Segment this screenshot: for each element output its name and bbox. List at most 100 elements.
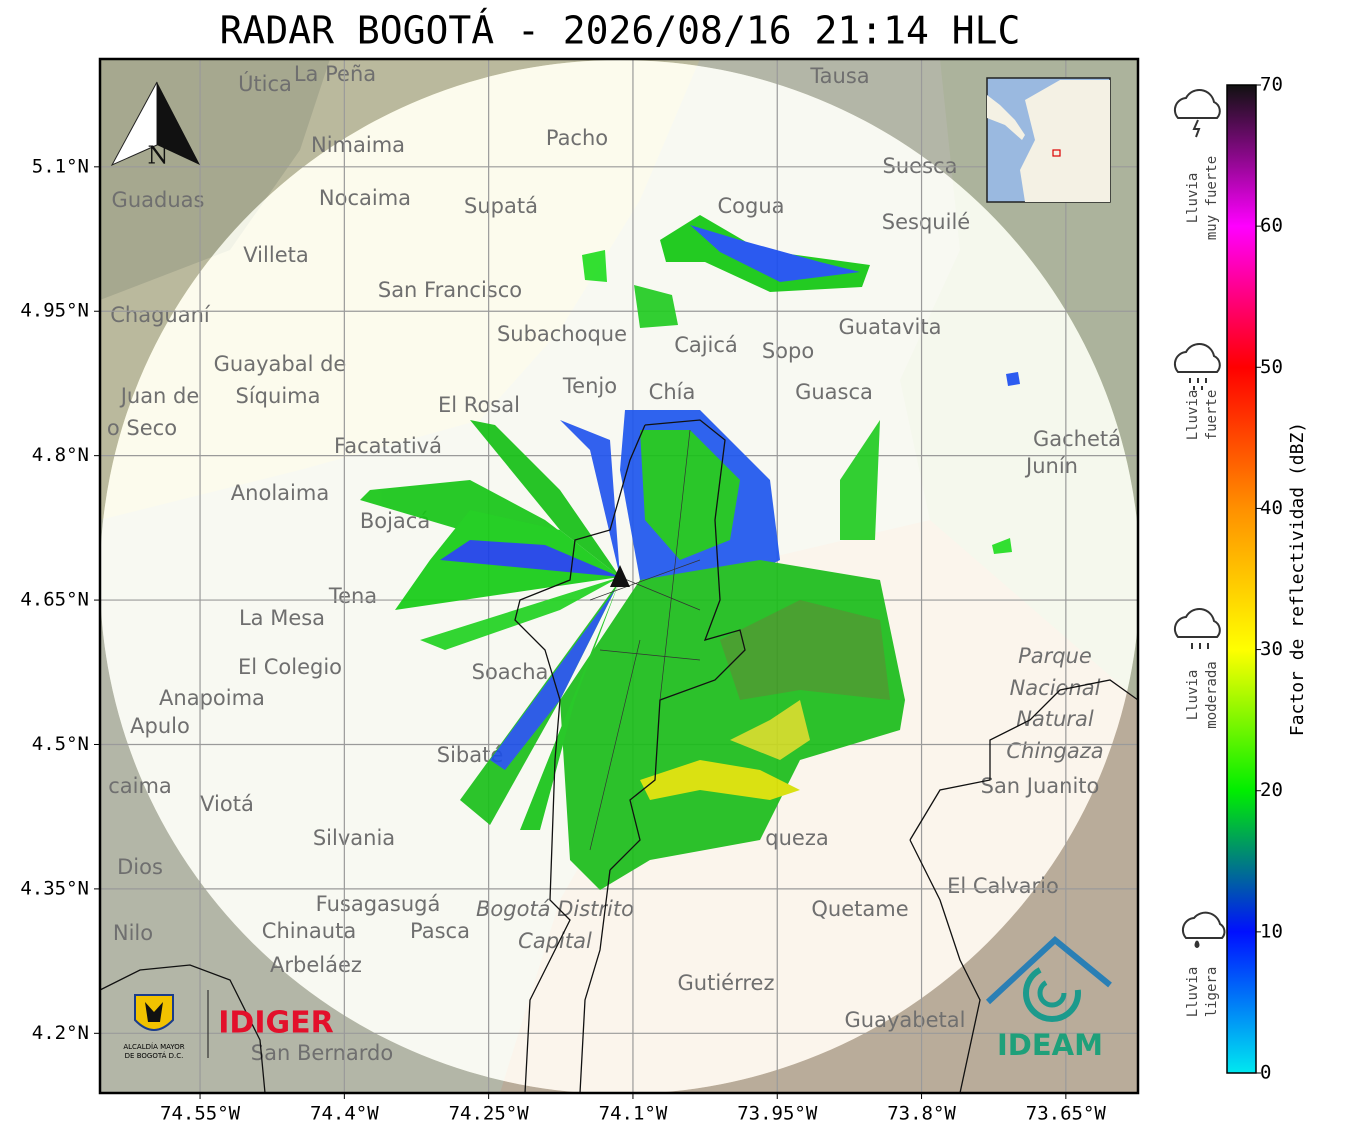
x-tick-label: 74.4°W [310,1103,379,1125]
ideam-logo: IDEAM [985,936,1112,1062]
rain-class-label: muy fuerte [1204,156,1220,240]
place-label: Chinauta [262,919,356,943]
alcaldia-text: ALCALDÍA MAYOR [123,1042,184,1051]
x-tick-label: 73.95°W [737,1103,818,1125]
place-label: Pacho [546,126,608,150]
place-label: Sesquilé [882,210,970,234]
north-label: N [148,142,169,170]
x-tick-label: 73.65°W [1026,1103,1107,1125]
x-tick-label: 74.25°W [449,1103,530,1125]
place-label: Suesca [883,154,958,178]
place-label: Supatá [464,194,538,218]
place-label: Sopo [762,339,814,363]
colorbar-tick-label: 10 [1260,920,1283,942]
place-label: Juan de [119,384,200,408]
colorbar-tick-label: 40 [1260,497,1283,519]
y-tick-label: 4.2°N [32,1022,89,1044]
inset-map [986,77,1111,203]
place-label: San Bernardo [251,1041,393,1065]
place-label: caima [108,774,172,798]
place-label: Soacha [472,660,549,684]
place-label: La Mesa [239,606,325,630]
idiger-logo: IDIGER [218,1006,333,1041]
place-label: Apulo [130,714,190,738]
place-label: Cajicá [674,333,738,357]
place-label: Guatavita [839,315,942,339]
place-label: Viotá [200,792,254,816]
place-label: o Seco [107,416,177,440]
radar-site [610,565,630,587]
place-label: Síquima [236,384,321,408]
colorbar-tick-label: 70 [1260,74,1283,96]
place-label: Villeta [243,243,308,267]
place-label: Nocaima [319,186,411,210]
place-label: Facatativá [334,434,442,458]
place-label: Tenjo [562,374,617,398]
ideam-text: IDEAM [997,1028,1103,1062]
place-label: Bogotá Distrito [476,897,634,921]
title: RADAR BOGOTÁ - 2026/08/16 21:14 HLC [220,9,1021,53]
alcaldia-text: DE BOGOTÁ D.C. [125,1051,184,1060]
place-label: San Francisco [378,278,522,302]
place-label: Subachoque [497,322,627,346]
colorbar [1226,84,1257,1074]
colorbar-tick-label: 30 [1260,638,1283,660]
y-tick-label: 4.35°N [20,877,89,899]
y-tick-label: 5.1°N [32,155,89,177]
place-label: La Peña [294,62,376,86]
place-label: Chingaza [1006,739,1103,763]
place-label: El Calvario [947,874,1059,898]
rain-class-label: fuerte [1204,390,1220,441]
place-label: Guaduas [112,188,205,212]
place-label: Chía [649,380,696,404]
rain-icons [1173,88,1226,949]
place-label: Guayabal de [214,352,347,376]
place-label: Guasca [795,380,873,404]
localities [589,429,701,851]
place-label: Parque [1018,644,1092,668]
rain-class-label: ligera [1204,967,1220,1018]
rain-class-label: Lluvia [1185,173,1201,224]
rain-class-label: Lluvia [1185,967,1201,1018]
place-label: Tena [328,584,377,608]
place-label: Gachetá [1033,427,1121,451]
place-label: Nimaima [311,133,405,157]
place-label: Chaguaní [110,303,211,327]
place-label: Cogua [717,194,784,218]
y-tick-label: 4.95°N [20,300,89,322]
colorbar-tick-label: 20 [1260,779,1283,801]
colorbar-label: Factor de reflectividad (dBZ) [1287,422,1308,736]
y-tick-label: 4.8°N [32,444,89,466]
place-label: Nilo [113,921,153,945]
x-tick-label: 74.1°W [599,1103,668,1125]
place-label: Quetame [811,897,908,921]
colorbar-tick-label: 60 [1260,215,1283,237]
colorbar-tick-label: 0 [1260,1062,1271,1084]
x-tick-label: 74.55°W [160,1103,241,1125]
place-label: San Juanito [981,774,1100,798]
place-label: Tausa [809,64,869,88]
place-label: Gutiérrez [678,971,775,995]
place-label: Silvania [313,826,395,850]
rain-class-label: Lluvia [1185,670,1201,721]
y-tick-label: 4.5°N [32,733,89,755]
place-label: El Rosal [438,393,520,417]
colorbar-tick-label: 50 [1260,356,1283,378]
place-label: Útica [238,71,292,96]
map: Útica La Peña Tausa Pacho Nimaima Guaduas Noca… [100,59,1138,1093]
place-label: Natural [1016,707,1094,731]
place-label: Nacional [1010,676,1101,700]
rain-class-label: Lluvia [1185,390,1201,441]
y-tick-label: 4.65°N [20,589,89,611]
place-label: Pasca [410,919,470,943]
place-label: Arbeláez [270,953,362,977]
place-label: Anapoima [159,686,265,710]
place-label: Anolaima [231,481,329,505]
place-label: Junín [1024,454,1078,478]
north-arrow: N [110,81,200,170]
place-label: Guayabetal [845,1008,966,1032]
place-label: queza [765,826,828,850]
alcaldia-logo: ALCALDÍA MAYOR DE BOGOTÁ D.C. IDIGER [123,990,334,1060]
x-tick-label: 73.8°W [887,1103,956,1125]
